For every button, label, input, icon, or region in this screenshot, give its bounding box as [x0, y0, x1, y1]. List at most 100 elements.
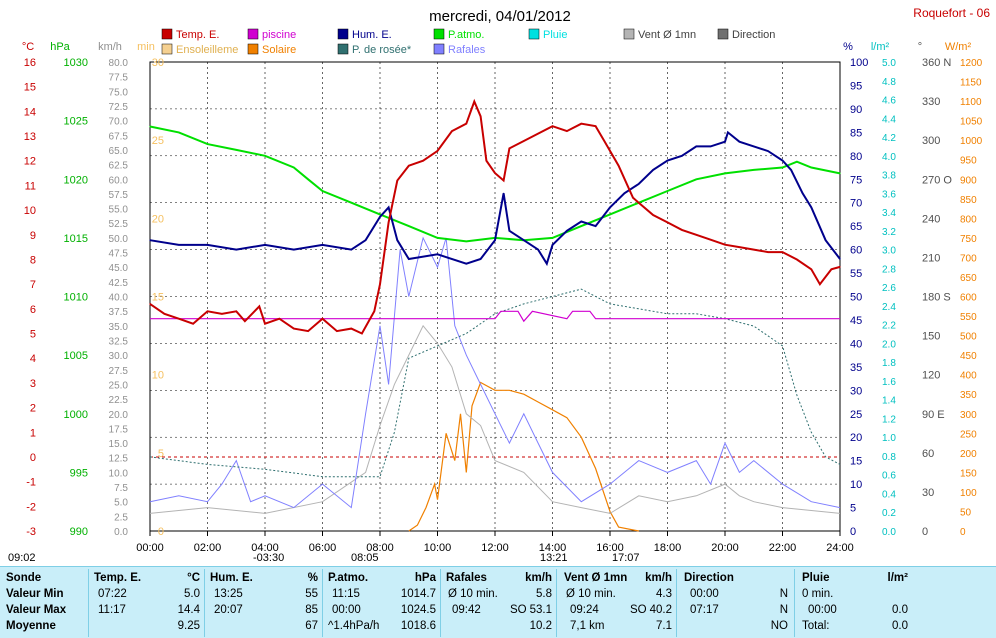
data-point	[767, 251, 769, 253]
axis-tick-label: 15	[24, 82, 36, 94]
legend-label: P.atmo.	[448, 29, 485, 41]
x-tick-label: 22:00	[769, 542, 797, 554]
axis-tick-label: 45	[850, 315, 862, 327]
vent-max-dir: SO	[630, 604, 647, 616]
data-point	[465, 123, 467, 125]
legend-label: Ensoleilleme	[176, 44, 238, 56]
axis-tick-label: 27.5	[109, 366, 129, 377]
data-point	[830, 268, 833, 270]
data-point	[681, 155, 683, 157]
data-point	[523, 140, 525, 142]
axis-tick-label: 800	[960, 214, 977, 225]
data-point	[738, 141, 741, 143]
data-point	[580, 220, 582, 223]
legend-swatch	[247, 43, 259, 55]
axis-tick-label: 1.4	[882, 396, 896, 407]
chart-axes: °C-3-2-1012345678910111213141516hPa99099…	[22, 41, 983, 538]
axis-tick-label: 500	[960, 332, 977, 343]
axis-tick-label: 1200	[960, 58, 983, 69]
sunrise-time: 09:02	[8, 552, 36, 564]
data-point	[361, 332, 363, 335]
data-point	[264, 155, 266, 157]
data-point	[149, 303, 151, 305]
axis-tick-label: 30	[922, 487, 934, 499]
x-tick-label: 08:00	[366, 542, 394, 554]
rafales-avg10-value: 5.8	[536, 588, 552, 600]
data-point	[465, 240, 467, 242]
axis-tick-label: 210	[922, 252, 940, 264]
hum-min-time: 13:25	[214, 588, 243, 600]
data-point	[781, 159, 784, 162]
x-tick-label: 00:00	[136, 542, 164, 554]
axis-tick-label: 77.5	[109, 73, 129, 84]
axis-tick-label: 14	[24, 106, 36, 118]
axis-tick-label: 37.5	[109, 307, 129, 318]
axis-tick-label: 65	[850, 221, 862, 233]
axis-tick-label: 300	[960, 410, 977, 421]
data-point	[652, 214, 654, 216]
data-point	[839, 266, 841, 268]
legend-label: piscine	[262, 29, 296, 41]
axis-tick-label: 9	[30, 230, 36, 242]
axis-tick-label: 0.4	[882, 489, 896, 500]
legend-swatch	[161, 43, 173, 55]
axis-tick-label: 7	[30, 279, 36, 291]
rafales-max-dir: SO	[510, 604, 527, 616]
axis-tick-label: 4.8	[882, 77, 896, 88]
axis-tick-label: 3.2	[882, 227, 896, 238]
axis-tick-label: 5	[158, 448, 164, 460]
series-line-p-de-ros-e	[149, 288, 841, 478]
rafales-max-value: 53.1	[529, 604, 552, 616]
sonde-title: Sonde	[6, 572, 42, 584]
data-point	[388, 221, 390, 223]
axis-tick-label: 750	[960, 234, 977, 245]
axis-tick-label: 20	[152, 213, 164, 225]
axis-tick-label: 45.0	[109, 263, 129, 274]
data-point	[350, 328, 352, 330]
pluie-max-time: 00:00	[808, 604, 837, 616]
axis-unit: °	[918, 41, 922, 53]
axis-tick-label: 0.2	[882, 508, 896, 519]
legend-swatch	[528, 28, 540, 40]
axis-Wm: W/m² 0 50 100 150 200 250 300 350 400 450 500 550 600…	[945, 41, 983, 538]
data-point	[790, 169, 792, 171]
axis-tick-label: 1000	[64, 409, 88, 421]
data-point	[767, 150, 769, 152]
axis-tick-label: 950	[960, 156, 977, 167]
axis-tick-label: 300	[922, 135, 940, 147]
data-point	[293, 166, 295, 169]
axis-tick-label: 330	[922, 96, 940, 108]
data-point	[422, 160, 424, 162]
patmo-trend: ^1.4hPa/h	[328, 620, 380, 632]
summary-patmo: P.atmo. hPa 11:15 1014.7 00:00 1024.5 ^1.4h…	[326, 569, 441, 637]
data-point	[436, 150, 439, 152]
axis-tick-label: 80.0	[109, 58, 129, 69]
plot-area	[149, 98, 841, 532]
data-point	[796, 161, 798, 163]
temp-min-time: 07:22	[98, 588, 127, 600]
axis-lm: l/m² 0.0 0.2 0.4 0.6 0.8 1.0 1.2 1.4 1.6 1.8 2.0 2.2…	[871, 41, 897, 538]
axis-tick-label: 1.6	[882, 377, 896, 388]
axis-tick-label: 1.0	[882, 433, 896, 444]
axis-tick-label: 55	[850, 268, 862, 280]
pluie-total-label: Total:	[802, 620, 830, 632]
axis-tick-label: 1025	[64, 116, 88, 128]
data-point	[379, 283, 381, 285]
data-point	[480, 115, 482, 117]
axis-tick-label: 0	[922, 526, 928, 538]
data-point	[465, 263, 467, 265]
axis-tick-label: 95	[850, 80, 862, 92]
direction-min-time: 00:00	[690, 588, 719, 600]
data-point	[546, 263, 548, 265]
data-point	[724, 141, 726, 143]
data-point	[825, 239, 827, 241]
data-point	[178, 318, 180, 320]
legend-label: P. de rosée*	[352, 44, 412, 56]
direction-max-value: N	[779, 604, 788, 616]
summary-sonde: Sonde Valeur Min Valeur Max Moyenne	[6, 569, 89, 637]
axis-tick-label: 4.6	[882, 96, 896, 107]
axis-tick-label: 65.0	[109, 146, 129, 157]
x-axis: 00:00 02:00 04:00 06:00 08:00 10:00 12:00 14:00…	[136, 531, 854, 554]
data-point	[503, 192, 505, 194]
axis-tick-label: 995	[70, 467, 88, 479]
